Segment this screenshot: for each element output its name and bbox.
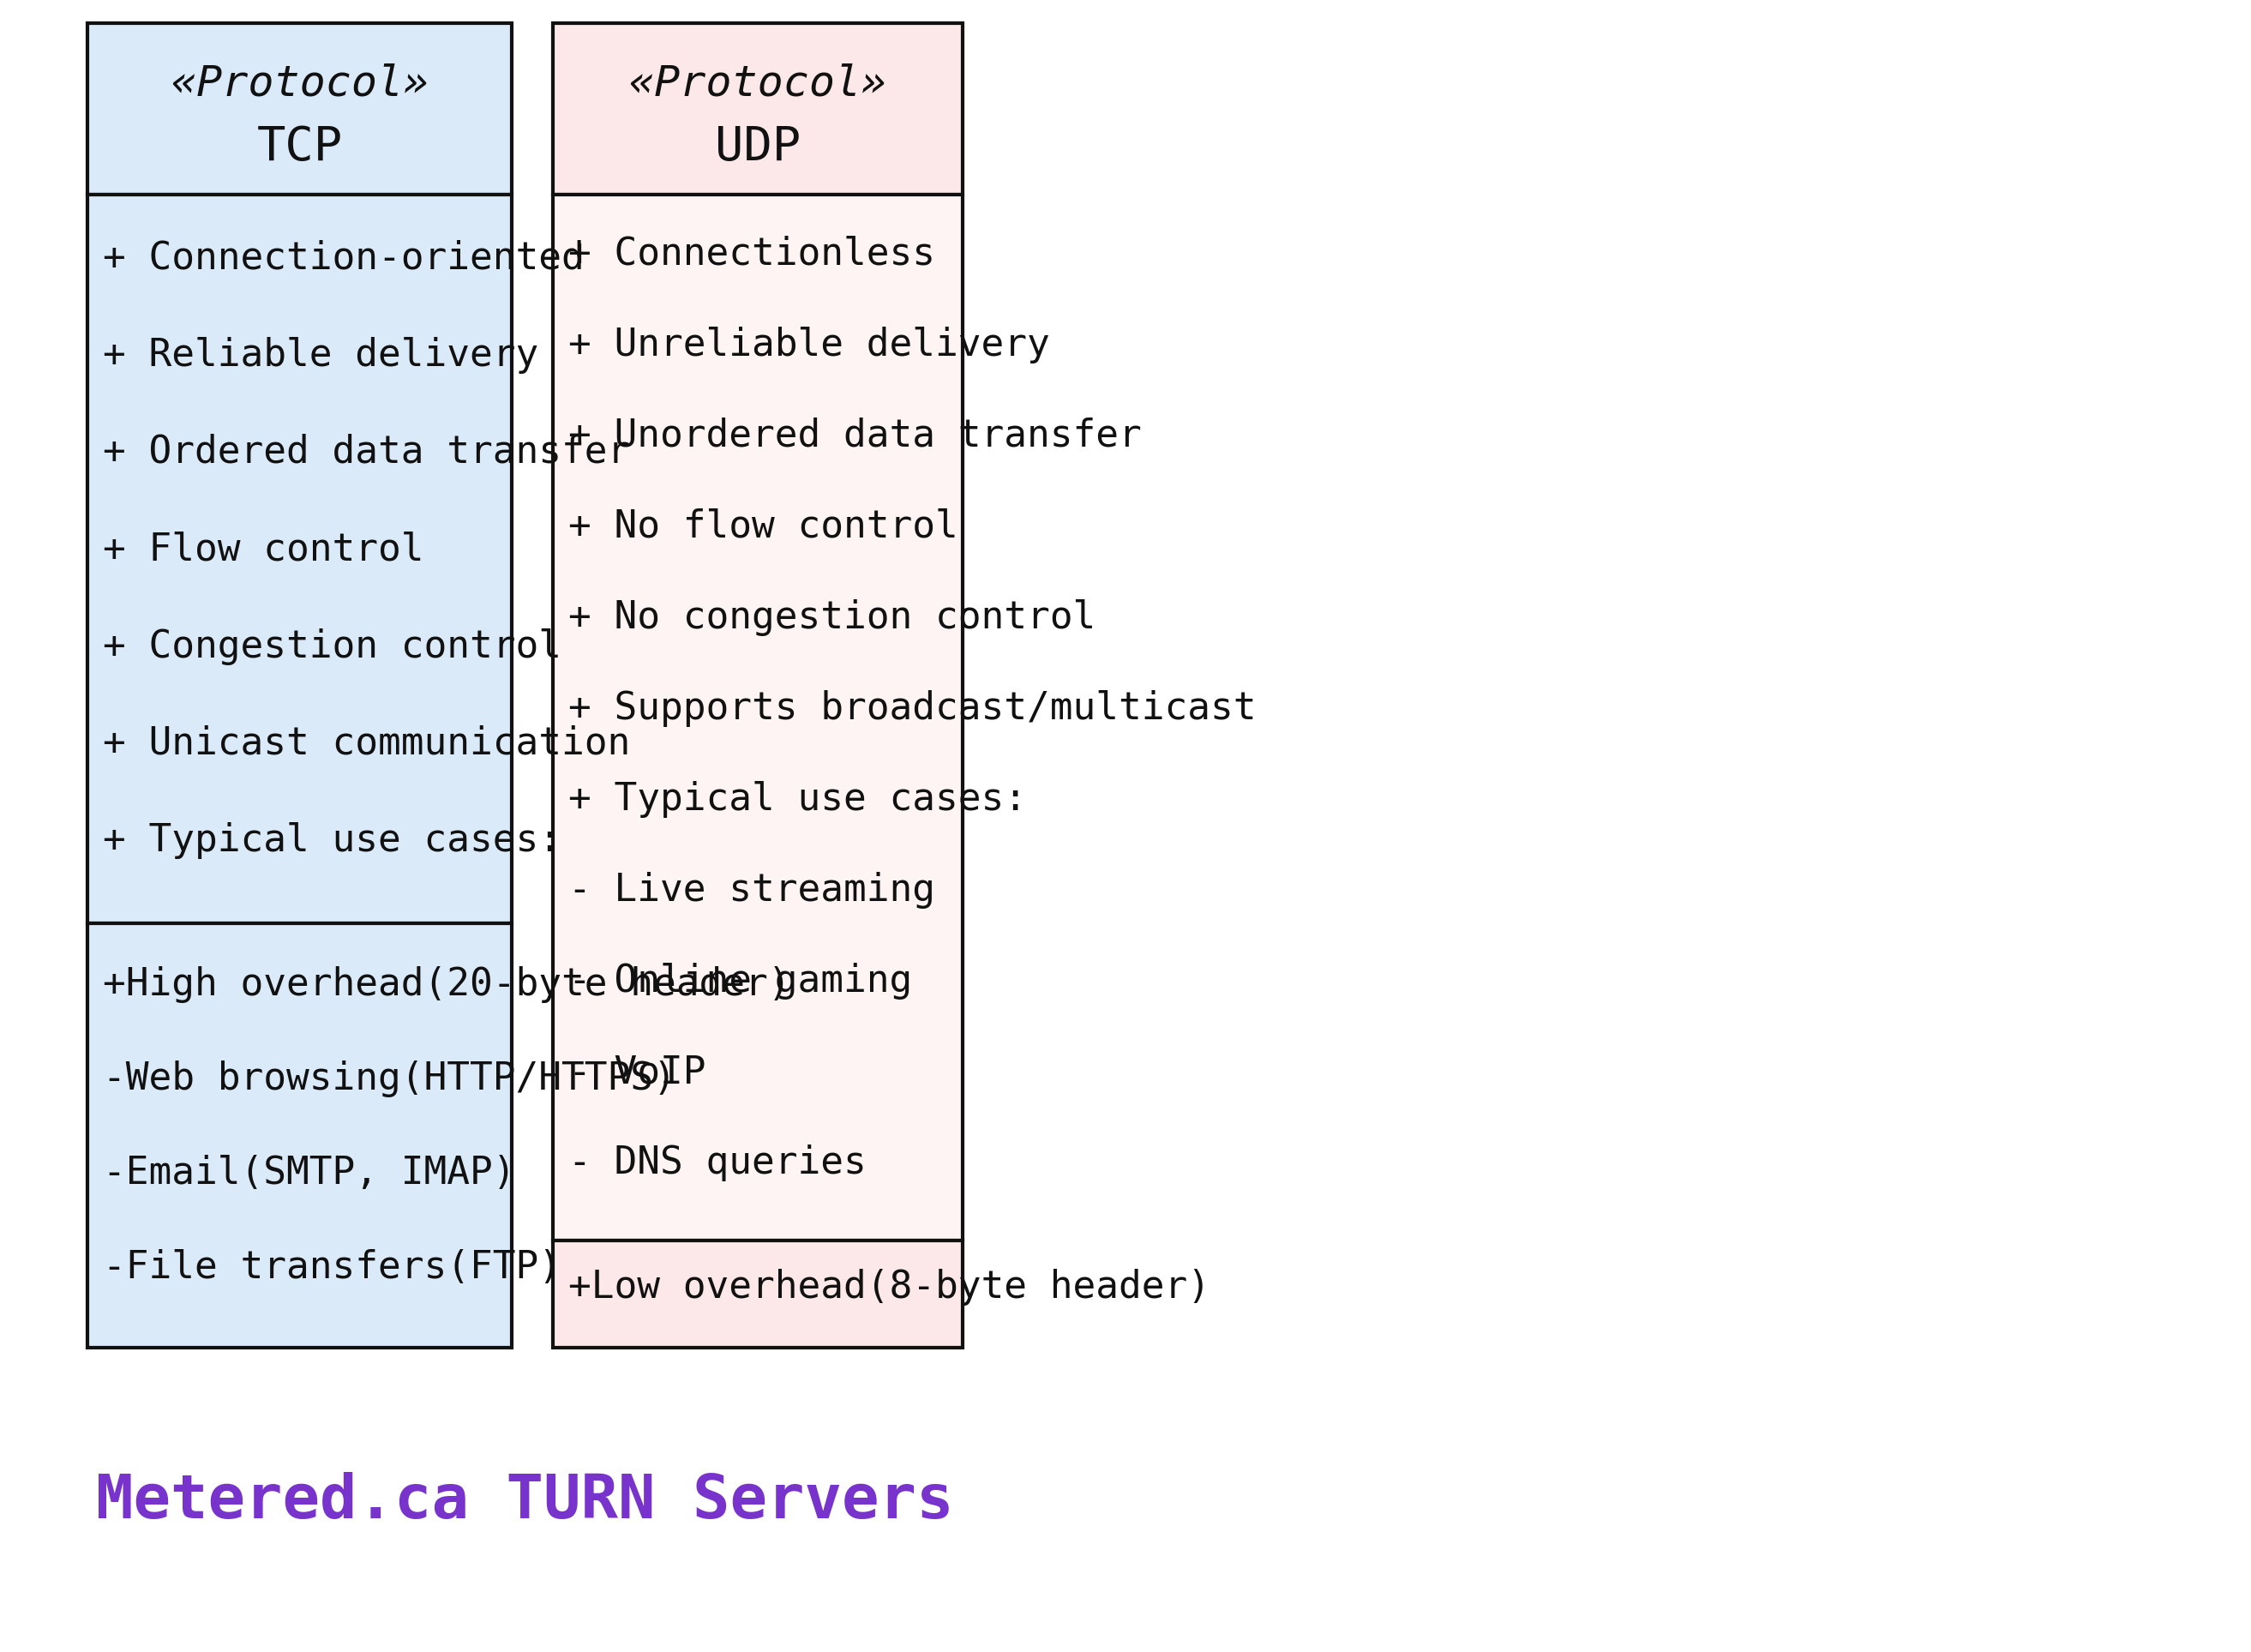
Text: + No flow control: + No flow control — [567, 509, 959, 545]
Text: + Unordered data transfer: + Unordered data transfer — [567, 418, 1141, 454]
Text: - Live streaming: - Live streaming — [567, 872, 934, 909]
Text: - DNS queries: - DNS queries — [567, 1145, 867, 1181]
Text: TCP: TCP — [257, 124, 342, 170]
Bar — [88, 923, 511, 1348]
Text: + Congestion control: + Congestion control — [104, 628, 560, 664]
Text: -File transfers(FTP): -File transfers(FTP) — [104, 1249, 560, 1285]
Text: «Protocol»: «Protocol» — [171, 63, 428, 104]
Text: + Ordered data transfer: + Ordered data transfer — [104, 433, 630, 471]
Bar — [554, 195, 963, 1241]
Text: +Low overhead(8-byte header): +Low overhead(8-byte header) — [567, 1269, 1211, 1305]
Text: + Unicast communication: + Unicast communication — [104, 725, 630, 762]
Text: + Reliable delivery: + Reliable delivery — [104, 337, 538, 373]
Text: UDP: UDP — [716, 124, 801, 170]
Text: + Unreliable delivery: + Unreliable delivery — [567, 325, 1049, 363]
Bar — [88, 23, 511, 195]
Text: - VoIP: - VoIP — [567, 1054, 707, 1090]
Text: + Typical use cases:: + Typical use cases: — [104, 823, 560, 859]
Bar — [88, 195, 511, 923]
Text: Metered.ca TURN Servers: Metered.ca TURN Servers — [97, 1472, 954, 1531]
Text: + Flow control: + Flow control — [104, 530, 423, 568]
Bar — [554, 23, 963, 195]
Text: - Online gaming: - Online gaming — [567, 963, 912, 999]
Text: + No congestion control: + No congestion control — [567, 600, 1096, 636]
Text: +High overhead(20-byte header): +High overhead(20-byte header) — [104, 966, 790, 1003]
Text: «Protocol»: «Protocol» — [628, 63, 887, 104]
Bar — [554, 1241, 963, 1348]
Text: -Email(SMTP, IMAP): -Email(SMTP, IMAP) — [104, 1155, 515, 1191]
Text: + Typical use cases:: + Typical use cases: — [567, 781, 1026, 818]
Text: -Web browsing(HTTP/HTTPS): -Web browsing(HTTP/HTTPS) — [104, 1061, 675, 1097]
Text: + Connection-oriented: + Connection-oriented — [104, 240, 585, 276]
Text: + Connectionless: + Connectionless — [567, 235, 934, 273]
Text: + Supports broadcast/multicast: + Supports broadcast/multicast — [567, 691, 1256, 727]
